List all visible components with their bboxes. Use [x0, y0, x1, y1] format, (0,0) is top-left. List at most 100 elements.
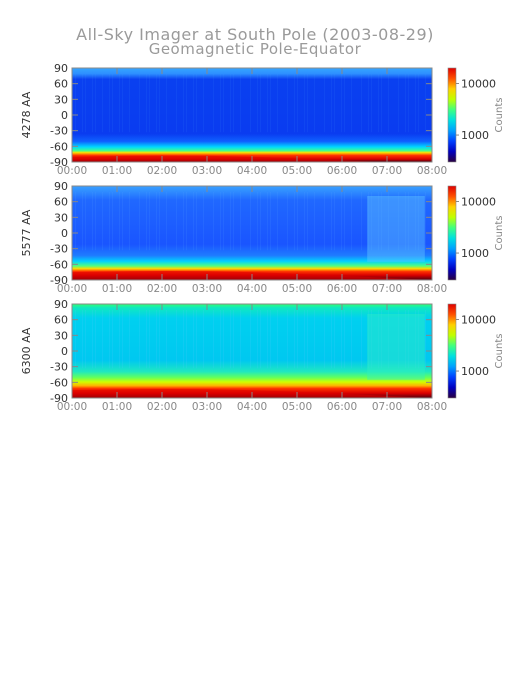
streak — [294, 310, 295, 369]
streak — [368, 310, 369, 369]
streak — [415, 74, 416, 133]
x-tick-label: 03:00 — [192, 165, 222, 177]
y-tick-label: -60 — [50, 258, 68, 271]
streak — [307, 310, 308, 369]
streak — [381, 192, 382, 251]
streak — [82, 310, 83, 369]
streak — [257, 74, 258, 133]
y-tick-label: 30 — [54, 93, 68, 106]
streak — [270, 310, 271, 369]
streak — [378, 310, 379, 369]
streak — [176, 192, 177, 251]
streak — [331, 74, 332, 133]
y-tick-label: 60 — [54, 314, 68, 327]
streak — [415, 310, 416, 369]
streak — [371, 74, 372, 133]
streak — [240, 310, 241, 369]
streak — [378, 74, 379, 133]
x-tick-label: 02:00 — [147, 165, 177, 177]
streak — [304, 192, 305, 251]
streak — [277, 310, 278, 369]
streak — [139, 192, 140, 251]
streak — [334, 192, 335, 251]
streak — [203, 310, 204, 369]
y-axis-label: 4278 AA — [20, 91, 33, 138]
streak — [388, 192, 389, 251]
x-tick-label: 04:00 — [237, 401, 267, 413]
y-tick-label: 0 — [61, 345, 68, 358]
streak — [156, 192, 157, 251]
streak — [109, 192, 110, 251]
streak — [297, 310, 298, 369]
colorbar — [447, 67, 457, 163]
streak — [75, 310, 76, 369]
colorbar-tick-label: 10000 — [461, 314, 496, 327]
streak — [233, 74, 234, 133]
streak — [122, 192, 123, 251]
y-tick-label: 90 — [54, 62, 68, 75]
streak — [334, 74, 335, 133]
streak — [149, 192, 150, 251]
x-tick-label: 04:00 — [237, 283, 267, 295]
y-tick-label: 30 — [54, 211, 68, 224]
colorbar — [447, 185, 457, 281]
colorbar-tick-label: 10000 — [461, 78, 496, 91]
streak — [368, 192, 369, 251]
x-tick-label: 03:00 — [192, 401, 222, 413]
streak — [267, 310, 268, 369]
x-tick-label: 07:00 — [372, 283, 402, 295]
streak — [287, 310, 288, 369]
streak — [351, 310, 352, 369]
x-tick-label: 06:00 — [327, 165, 357, 177]
streak — [220, 310, 221, 369]
streak — [408, 310, 409, 369]
streak — [196, 310, 197, 369]
x-tick-label: 05:00 — [282, 165, 312, 177]
streak — [109, 74, 110, 133]
streak — [213, 192, 214, 251]
streak — [196, 192, 197, 251]
streak — [129, 74, 130, 133]
streak — [82, 192, 83, 251]
x-tick-label: 07:00 — [372, 165, 402, 177]
streak — [361, 310, 362, 369]
streak — [112, 74, 113, 133]
streak — [193, 192, 194, 251]
streak — [418, 310, 419, 369]
streak — [176, 74, 177, 133]
streak — [176, 310, 177, 369]
streak — [112, 310, 113, 369]
streak — [405, 74, 406, 133]
streak — [102, 310, 103, 369]
colorbar-label: Counts — [494, 334, 505, 369]
streak — [388, 310, 389, 369]
streak — [183, 74, 184, 133]
x-tick-label: 00:00 — [57, 165, 87, 177]
streak — [166, 310, 167, 369]
streak — [341, 74, 342, 133]
streak — [324, 192, 325, 251]
heatmap-image — [72, 186, 432, 280]
streak — [196, 74, 197, 133]
streak — [334, 310, 335, 369]
streak — [405, 192, 406, 251]
y-tick-label: -30 — [50, 125, 68, 138]
x-tick-label: 08:00 — [417, 283, 447, 295]
streak — [223, 74, 224, 133]
y-tick-label: -30 — [50, 361, 68, 374]
streak — [95, 310, 96, 369]
streak — [156, 74, 157, 133]
streak — [368, 74, 369, 133]
y-tick-label: 90 — [54, 180, 68, 193]
streak — [314, 74, 315, 133]
x-tick-label: 02:00 — [147, 401, 177, 413]
streak — [378, 192, 379, 251]
streak — [277, 74, 278, 133]
streak — [344, 74, 345, 133]
streak — [119, 310, 120, 369]
streak — [371, 192, 372, 251]
streak — [287, 74, 288, 133]
streak — [146, 192, 147, 251]
streak — [203, 74, 204, 133]
